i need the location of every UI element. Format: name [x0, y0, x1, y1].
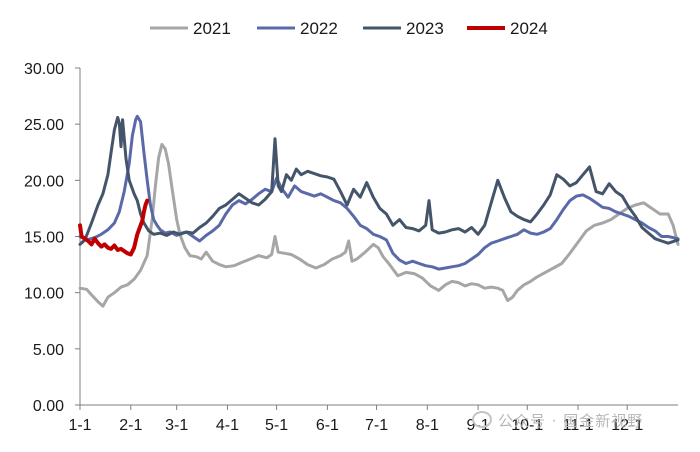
x-tick-label: 10-1	[511, 417, 543, 434]
series-line-2023	[78, 115, 680, 246]
series-line-2021	[78, 142, 680, 308]
x-tick-label: 1-1	[68, 417, 91, 434]
x-tick-label: 3-1	[165, 417, 188, 434]
legend: 2021 2022 2023 2024	[150, 19, 548, 38]
x-tick-label: 4-1	[216, 417, 239, 434]
x-tick-label: 5-1	[265, 417, 288, 434]
x-axis: 1-1 2-1 3-1 4-1 5-1 6-1 7-1 8-1 9-1 10-1 11-1 12-1	[68, 404, 678, 434]
x-tick-label: 6-1	[316, 417, 339, 434]
y-tick-label: 30.00	[24, 61, 64, 78]
y-tick-label: 5.00	[33, 342, 64, 359]
plot-area	[78, 114, 680, 308]
y-tick-label: 0.00	[33, 398, 64, 415]
watermark: 公众号 · 国金新视野	[472, 410, 643, 431]
wechat-icon	[472, 411, 492, 428]
y-tick-label: 25.00	[24, 117, 64, 134]
legend-label-2024: 2024	[510, 19, 548, 38]
legend-label-2022: 2022	[300, 19, 338, 38]
series-line-2024	[78, 198, 150, 257]
y-tick-label: 10.00	[24, 286, 64, 303]
legend-label-2023: 2023	[406, 19, 444, 38]
series-line-2022	[78, 114, 680, 271]
x-tick-label: 11-1	[563, 417, 594, 434]
x-tick-label: 8-1	[416, 417, 439, 434]
watermark-text: 公众号 · 国金新视野	[498, 412, 644, 430]
y-axis: 0.00 5.00 10.00 15.00 20.00 25.00 30.00	[24, 61, 81, 415]
x-tick-label: 12-1	[611, 417, 643, 434]
legend-label-2021: 2021	[193, 19, 231, 38]
x-tick-label: 7-1	[365, 417, 388, 434]
x-tick-label: 2-1	[119, 417, 142, 434]
y-tick-label: 20.00	[24, 173, 64, 190]
y-tick-label: 15.00	[24, 230, 64, 247]
